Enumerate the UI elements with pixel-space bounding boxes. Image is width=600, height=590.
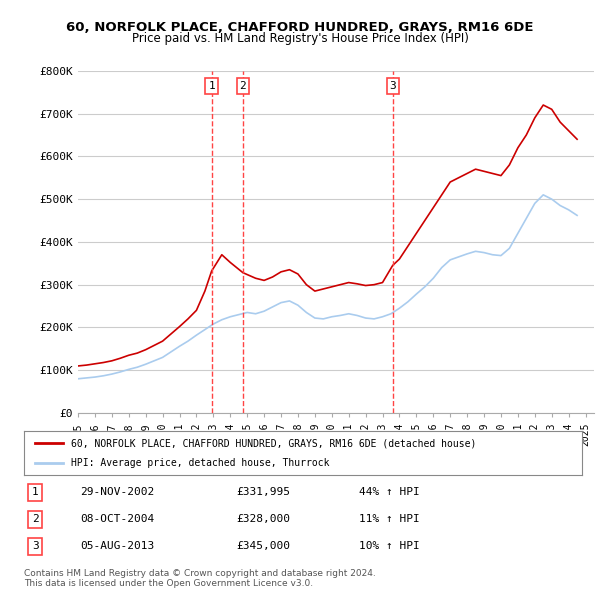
Text: Contains HM Land Registry data © Crown copyright and database right 2024.: Contains HM Land Registry data © Crown c…	[24, 569, 376, 578]
Text: Price paid vs. HM Land Registry's House Price Index (HPI): Price paid vs. HM Land Registry's House …	[131, 32, 469, 45]
Text: 1: 1	[208, 81, 215, 91]
Text: 10% ↑ HPI: 10% ↑ HPI	[359, 542, 419, 552]
Text: 60, NORFOLK PLACE, CHAFFORD HUNDRED, GRAYS, RM16 6DE (detached house): 60, NORFOLK PLACE, CHAFFORD HUNDRED, GRA…	[71, 438, 477, 448]
Text: 29-NOV-2002: 29-NOV-2002	[80, 487, 154, 497]
Text: 3: 3	[389, 81, 396, 91]
Text: 60, NORFOLK PLACE, CHAFFORD HUNDRED, GRAYS, RM16 6DE: 60, NORFOLK PLACE, CHAFFORD HUNDRED, GRA…	[66, 21, 534, 34]
Text: £328,000: £328,000	[236, 514, 290, 525]
Text: 2: 2	[239, 81, 247, 91]
Text: HPI: Average price, detached house, Thurrock: HPI: Average price, detached house, Thur…	[71, 458, 330, 467]
Text: 44% ↑ HPI: 44% ↑ HPI	[359, 487, 419, 497]
Text: 11% ↑ HPI: 11% ↑ HPI	[359, 514, 419, 525]
Text: 2: 2	[32, 514, 38, 525]
Text: 08-OCT-2004: 08-OCT-2004	[80, 514, 154, 525]
Text: This data is licensed under the Open Government Licence v3.0.: This data is licensed under the Open Gov…	[24, 579, 313, 588]
Text: 1: 1	[32, 487, 38, 497]
Text: 05-AUG-2013: 05-AUG-2013	[80, 542, 154, 552]
Text: 3: 3	[32, 542, 38, 552]
Text: £345,000: £345,000	[236, 542, 290, 552]
Text: £331,995: £331,995	[236, 487, 290, 497]
